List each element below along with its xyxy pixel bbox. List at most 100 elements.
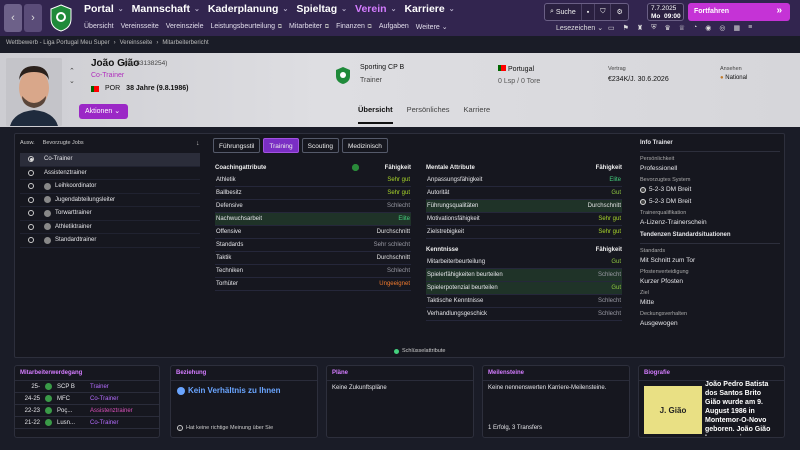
job-radio[interactable] [28, 169, 34, 176]
job-radio[interactable] [28, 237, 34, 244]
career-history-title[interactable]: Mitarbeiterwerdegang [15, 366, 159, 381]
subnav-item[interactable]: Aufgaben [378, 23, 409, 30]
subnav-item[interactable]: Mitarbeiter ⧉ [289, 23, 330, 30]
sort-arrow-icon[interactable]: ↓ [196, 140, 200, 147]
attribute-value: Durchschnitt [587, 203, 621, 209]
job-row[interactable]: Leihkoordinator [20, 180, 200, 194]
job-radio[interactable] [28, 210, 34, 217]
flag-icon[interactable]: ⚑ [622, 25, 629, 32]
career-row[interactable]: 24-25 MFC Co-Trainer [15, 393, 159, 405]
ability-column-header[interactable]: Fähigkeit [384, 165, 411, 171]
team-icon[interactable]: ⛨ [651, 24, 657, 31]
settings-button[interactable]: ⚙ [611, 4, 627, 20]
job-row[interactable]: Assistenztrainer [20, 164, 359, 180]
chevron-down-icon: ⌄ [193, 6, 200, 13]
attribute-name: Autorität [427, 190, 450, 196]
tab-karriere[interactable]: Karriere [463, 105, 491, 114]
back-button[interactable]: ‹ [4, 4, 22, 32]
world-icon[interactable]: ◎ [719, 25, 726, 32]
tab-übersicht[interactable]: Übersicht [358, 105, 393, 124]
date-text: 7.7.2025 [651, 5, 677, 12]
coach-info-panel: Info Trainer Persönlichkeit Professionel… [640, 140, 780, 332]
attr-tab-führungsstil[interactable]: Führungsstil [213, 138, 261, 153]
actions-button[interactable]: Aktionen ⌄ [79, 104, 128, 119]
tab-persönliches[interactable]: Persönliches [406, 105, 450, 114]
nav-mannschaft[interactable]: Mannschaft ⌄ [132, 3, 200, 15]
ability-column-header[interactable]: Fähigkeit [595, 247, 622, 253]
subnav-item[interactable]: Leistungsbeurteilung ⧉ [210, 23, 283, 30]
subnav-item[interactable]: Vereinsseite [120, 23, 159, 30]
breadcrumb-current: Mitarbeiterbericht [162, 40, 209, 46]
career-club[interactable]: Lusn... [57, 419, 76, 426]
career-row[interactable]: 21-22 Lusn... Co-Trainer [15, 417, 159, 429]
cup-icon[interactable]: ♕ [678, 25, 685, 32]
nav-verein[interactable]: Verein ⌄ [355, 3, 396, 15]
biography-title[interactable]: Biografie [639, 366, 784, 381]
club-crest-icon[interactable] [50, 4, 72, 32]
post-defense-value: Kurzer Pfosten [640, 278, 683, 285]
search-button[interactable]: ⌕ Suche [545, 4, 582, 20]
job-row[interactable]: Athletiktrainer [20, 221, 200, 234]
staff-switcher[interactable]: ⌃ ⌄ [69, 68, 75, 85]
club-shield-button[interactable]: ⛉ [595, 4, 612, 20]
career-club[interactable]: MFC [57, 395, 70, 402]
menu-icon[interactable]: ≡ [748, 24, 753, 31]
mental-attributes-table: Mentale Attribute Fähigkeit Anpassungsfähi… [426, 162, 622, 239]
job-radio[interactable] [28, 156, 34, 163]
attr-tab-training[interactable]: Training [263, 138, 299, 153]
breadcrumb-competition[interactable]: Wettbewerb - Liga Portugal Meu Super [6, 40, 110, 46]
table-title[interactable]: Coachingattribute [215, 165, 267, 171]
game-date[interactable]: 7.7.2025 Mo 09:00 [647, 3, 684, 21]
club-info: Sporting CP B Trainer [360, 64, 404, 84]
preferred-jobs-header[interactable]: Bevorzugte Jobs [42, 140, 84, 146]
table-title[interactable]: Kenntnisse [426, 247, 459, 253]
nationality[interactable]: Portugal [507, 66, 535, 73]
table-title[interactable]: Mentale Attribute [426, 165, 475, 171]
subnav-item[interactable]: Weitere ⌄ [415, 24, 448, 31]
attribute-name: Offensive [216, 229, 242, 235]
career-row[interactable]: 22-23 Poç... Assistenztrainer [15, 405, 159, 417]
job-row[interactable]: Torwarttrainer [20, 207, 200, 221]
job-radio[interactable] [28, 183, 34, 190]
ability-column-header[interactable]: Fähigkeit [595, 165, 622, 171]
nav-karriere[interactable]: Karriere ⌄ [404, 3, 454, 15]
continue-button[interactable]: Fortfahren » [688, 3, 790, 21]
nav-portal[interactable]: Portal ⌄ [84, 3, 124, 15]
inbox-button[interactable]: ▪ [582, 4, 596, 20]
plans-title[interactable]: Pläne [327, 366, 473, 381]
chat-icon[interactable]: ▭ [608, 25, 615, 32]
forward-button[interactable]: › [24, 4, 42, 32]
club-name[interactable]: Sporting CP B [360, 64, 405, 71]
job-row[interactable]: Standardtrainer [20, 234, 200, 248]
kit-icon[interactable]: ♜ [636, 25, 644, 32]
career-club[interactable]: Poç... [57, 407, 73, 414]
job-row[interactable]: Co-Trainer [20, 153, 359, 171]
plans-text: Keine Zukunftspläne [332, 385, 387, 391]
timer-icon[interactable]: ◔ [693, 24, 698, 31]
job-row[interactable]: Jugendabteilungsleiter [20, 194, 200, 207]
attr-tab-medizinisch[interactable]: Medizinisch [341, 138, 388, 153]
job-radio[interactable] [28, 196, 34, 203]
trophy-icon[interactable]: ♛ [664, 25, 671, 32]
subnav-item[interactable]: Finanzen ⧉ [336, 23, 372, 30]
nav-spieltag[interactable]: Spieltag ⌄ [296, 3, 347, 15]
sporting-crest-icon[interactable] [336, 67, 350, 84]
table-header: Coachingattribute Fähigkeit [215, 162, 411, 174]
milestones-title[interactable]: Meilensteine [483, 366, 629, 381]
marking-value: Ausgewogen [640, 320, 678, 327]
bookmarks-dropdown[interactable]: Lesezeichen ⌄ [556, 24, 603, 32]
subnav-item[interactable]: Vereinsziele [165, 23, 204, 30]
attr-tab-scouting[interactable]: Scouting [301, 138, 339, 153]
career-years: 25- [31, 383, 40, 390]
ball-icon[interactable]: ◉ [705, 25, 712, 32]
calendar-icon[interactable]: ▦ [733, 25, 741, 32]
relationship-title[interactable]: Beziehung [171, 366, 317, 381]
job-radio[interactable] [28, 223, 34, 230]
breadcrumb-club[interactable]: Vereinsseite [119, 40, 153, 46]
career-years: 21-22 [24, 419, 40, 426]
subnav-item[interactable]: Übersicht [84, 23, 114, 30]
nav-kaderplanung[interactable]: Kaderplanung ⌄ [208, 3, 288, 15]
career-club[interactable]: SCP B [57, 383, 75, 390]
career-row[interactable]: 25- SCP B Trainer [15, 381, 159, 393]
attribute-row: Techniken Schlecht [215, 265, 411, 278]
